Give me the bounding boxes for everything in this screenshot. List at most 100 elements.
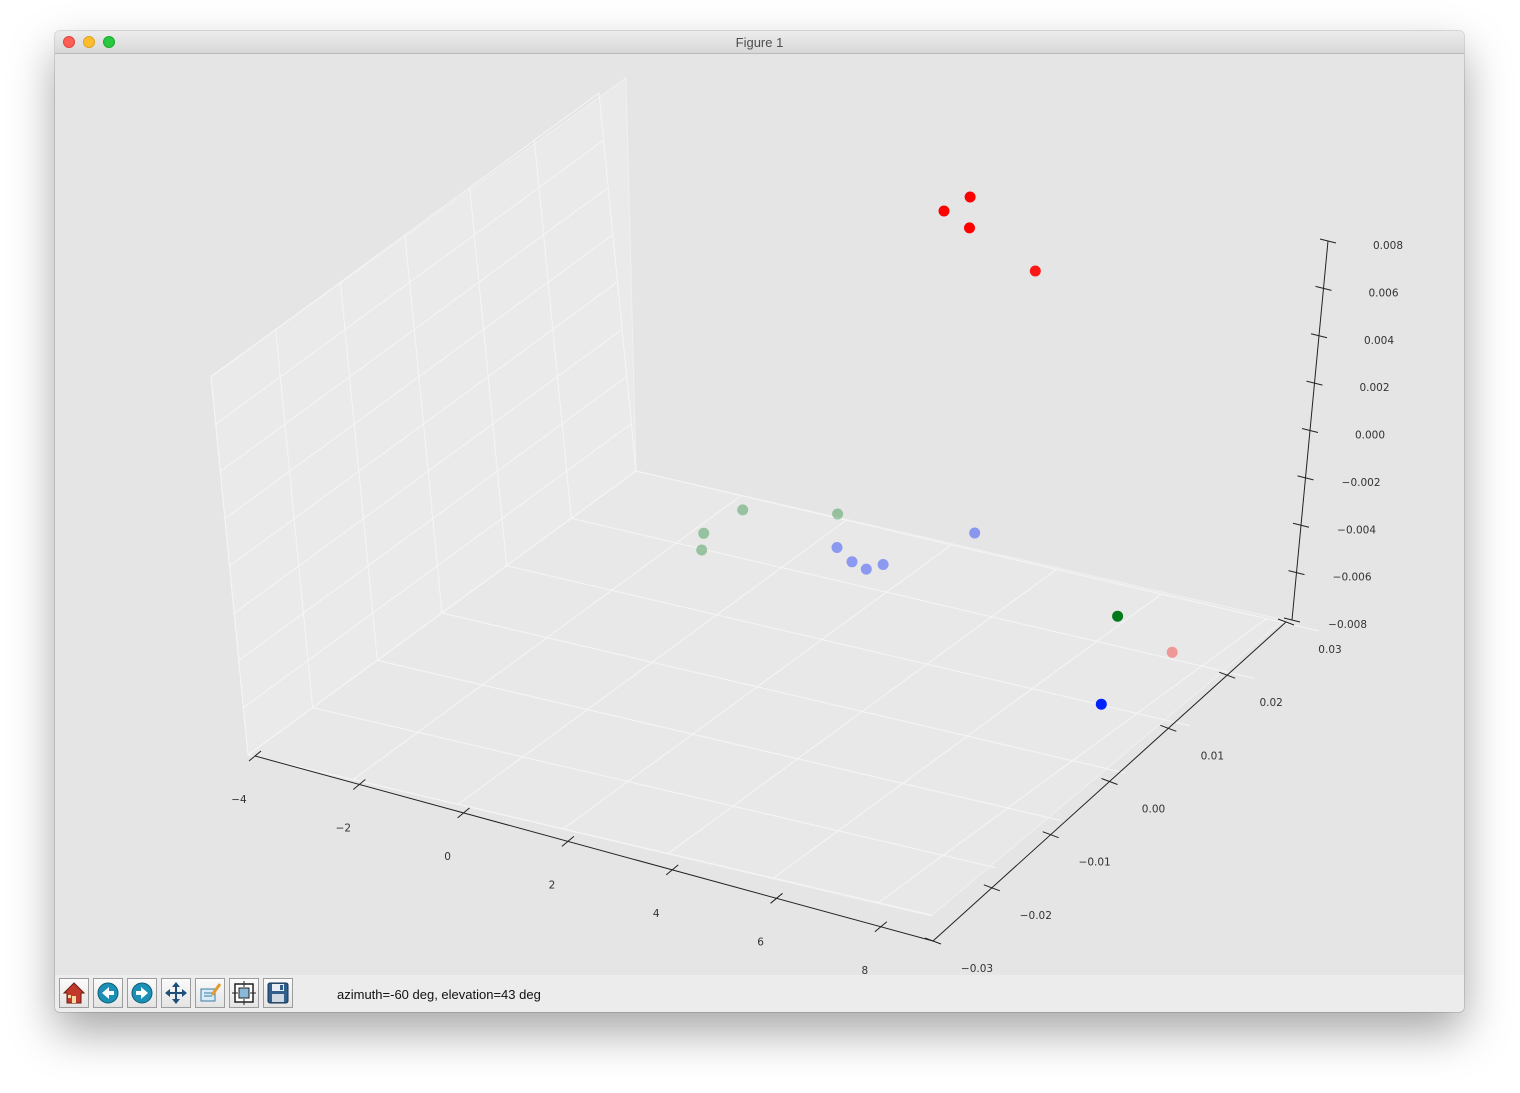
subplots-icon (232, 981, 256, 1005)
pan-arrows-icon (165, 982, 187, 1004)
scatter-point (969, 527, 981, 539)
x-tick (248, 750, 262, 762)
z-tick (1297, 475, 1314, 481)
x-tick (665, 864, 679, 876)
scatter-point (964, 222, 975, 234)
grid-line (215, 139, 604, 425)
y-tick (983, 884, 1001, 892)
z-tick-label: −0.008 (1328, 619, 1367, 631)
subplots-button[interactable] (229, 978, 259, 1008)
z-tick-label: 0.006 (1368, 287, 1398, 299)
grid-line (243, 423, 632, 709)
axis-ticks (248, 238, 1337, 945)
z-tick (1306, 380, 1323, 386)
status-message: azimuth=-60 deg, elevation=43 deg (337, 987, 541, 1002)
x-tick (561, 836, 575, 847)
scatter-point (877, 559, 889, 570)
z-tick-label: 0.004 (1364, 335, 1394, 347)
y-tick-label: 0.03 (1318, 644, 1341, 656)
z-tick-label: 0.002 (1359, 382, 1389, 394)
x-tick (770, 892, 783, 904)
pan-button[interactable] (161, 978, 191, 1008)
scatter-point (1095, 698, 1107, 710)
grid-line (210, 376, 249, 756)
y-tick (1160, 724, 1177, 732)
home-button[interactable] (59, 978, 89, 1008)
z-tick-label: −0.004 (1337, 524, 1376, 536)
x-tick (352, 779, 366, 790)
grid-line (506, 565, 1190, 727)
scatter-point (832, 508, 844, 520)
z-tick-label: 0.000 (1355, 430, 1385, 442)
y-tick (1101, 778, 1118, 785)
z-tick-label: −0.002 (1342, 477, 1381, 489)
z-tick-label: −0.006 (1333, 572, 1372, 584)
close-window-button[interactable] (63, 36, 75, 48)
scatter-point (737, 504, 749, 516)
navigation-toolbar: azimuth=-60 deg, elevation=43 deg (55, 975, 1464, 1012)
grid-line (377, 659, 1061, 821)
y-tick (924, 937, 942, 945)
maximize-window-button[interactable] (103, 36, 115, 48)
z-tick (1310, 333, 1328, 339)
home-icon (62, 982, 86, 1004)
grid-line (312, 707, 996, 869)
grid-line (238, 376, 628, 661)
floppy-disk-icon (267, 982, 289, 1004)
x-tick-label: −2 (336, 822, 351, 834)
z-tick-label: 0.008 (1373, 240, 1403, 252)
x-tick-label: −4 (231, 794, 247, 806)
z-tick (1319, 238, 1337, 244)
zoom-button[interactable] (195, 978, 225, 1008)
save-button[interactable] (263, 978, 293, 1008)
x-tick-label: 2 (549, 879, 556, 891)
y-tick-label: −0.03 (961, 963, 993, 974)
back-arrow-icon (97, 982, 119, 1004)
y-tick-label: −0.01 (1079, 857, 1111, 869)
scatter-point (698, 527, 710, 539)
3d-scatter-plot[interactable]: −4 −2 0 2 4 6 8 −0.03 −0.02 −0.01 0.00 0.01 0.02 0.03… (55, 54, 1464, 974)
grid-line (229, 281, 618, 567)
forward-button[interactable] (127, 978, 157, 1008)
scatter-point (831, 542, 843, 553)
x-tick-label: 8 (862, 965, 869, 974)
window-title: Figure 1 (735, 35, 784, 50)
y-tick (1277, 618, 1295, 626)
grid-line (441, 612, 1126, 774)
scatter-point (1029, 265, 1041, 277)
data-points (696, 191, 1178, 710)
y-tick-label: −0.02 (1020, 910, 1052, 922)
x-tick (874, 921, 888, 933)
grid-line (210, 92, 600, 378)
y-tick-label: 0.01 (1201, 750, 1224, 762)
scatter-point (938, 205, 950, 217)
y-tick (1218, 671, 1236, 679)
scatter-point (964, 191, 976, 203)
back-button[interactable] (93, 978, 123, 1008)
z-tick (1315, 285, 1332, 291)
grid-line (247, 754, 932, 916)
x-tick-label: 4 (653, 908, 660, 920)
grid-line (233, 328, 623, 614)
scatter-point (860, 563, 872, 575)
grid-line (247, 470, 637, 756)
title-bar[interactable]: Figure 1 (55, 31, 1464, 54)
scatter-point (1166, 646, 1178, 658)
zoom-rect-icon (200, 983, 222, 1002)
minimize-window-button[interactable] (83, 36, 95, 48)
forward-arrow-icon (131, 982, 153, 1004)
x-tick-label: 6 (757, 936, 764, 948)
z-tick (1292, 522, 1310, 528)
scatter-point (696, 544, 708, 556)
z-tick (1283, 617, 1301, 623)
y-tick-label: 0.00 (1142, 804, 1165, 816)
z-tick (1288, 570, 1305, 576)
grid-lines (210, 92, 1320, 916)
x-tick (457, 807, 470, 819)
grid-line (224, 234, 614, 520)
y-tick-label: 0.02 (1259, 697, 1282, 709)
y-tick (1042, 831, 1059, 839)
grid-line (571, 517, 1255, 679)
x-tick-label: 0 (444, 851, 451, 863)
axis-tick-labels: −4 −2 0 2 4 6 8 −0.03 −0.02 −0.01 0.00 0.01 0.02 0.03… (231, 240, 1403, 974)
